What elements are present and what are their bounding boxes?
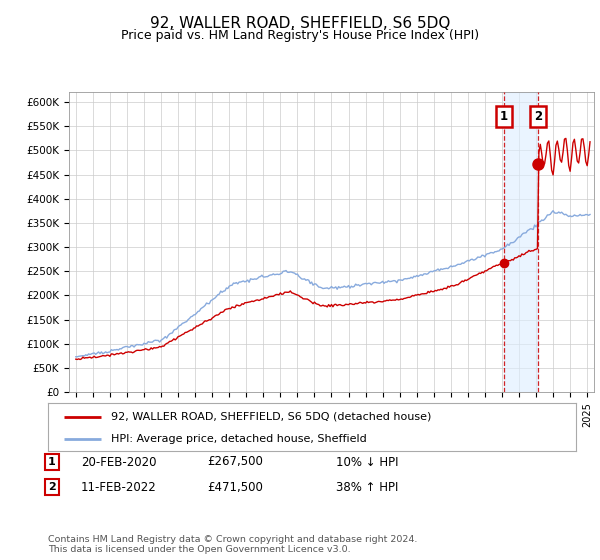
Text: 2: 2 xyxy=(48,482,56,492)
Text: 20-FEB-2020: 20-FEB-2020 xyxy=(81,455,157,469)
Text: 92, WALLER ROAD, SHEFFIELD, S6 5DQ: 92, WALLER ROAD, SHEFFIELD, S6 5DQ xyxy=(150,16,450,31)
Text: £267,500: £267,500 xyxy=(207,455,263,469)
Text: 2: 2 xyxy=(533,110,542,123)
Bar xyxy=(504,92,538,392)
Text: 1: 1 xyxy=(500,110,508,123)
Text: £471,500: £471,500 xyxy=(207,480,263,494)
Text: 10% ↓ HPI: 10% ↓ HPI xyxy=(336,455,398,469)
Text: Contains HM Land Registry data © Crown copyright and database right 2024.
This d: Contains HM Land Registry data © Crown c… xyxy=(48,535,418,554)
Text: 1: 1 xyxy=(48,457,56,467)
Text: HPI: Average price, detached house, Sheffield: HPI: Average price, detached house, Shef… xyxy=(112,434,367,444)
Text: 11-FEB-2022: 11-FEB-2022 xyxy=(81,480,157,494)
Text: 92, WALLER ROAD, SHEFFIELD, S6 5DQ (detached house): 92, WALLER ROAD, SHEFFIELD, S6 5DQ (deta… xyxy=(112,412,432,422)
Text: 38% ↑ HPI: 38% ↑ HPI xyxy=(336,480,398,494)
Text: Price paid vs. HM Land Registry's House Price Index (HPI): Price paid vs. HM Land Registry's House … xyxy=(121,29,479,42)
